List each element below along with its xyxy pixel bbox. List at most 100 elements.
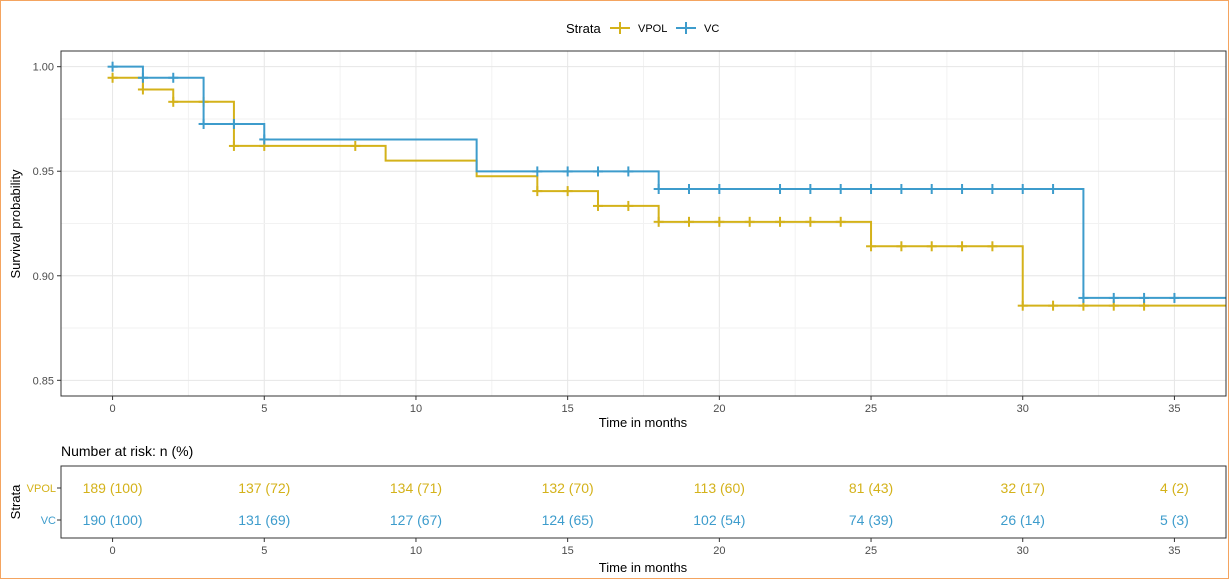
risk-row-label-vc: VC (41, 515, 56, 527)
censor-mark-vc (835, 184, 846, 194)
censor-mark-vpol (714, 216, 725, 227)
risk-table-panel (60, 465, 1227, 539)
risk-table-content: VPOL 189 (100) 137 (72) 134 (71) 132 (70) 113… (27, 480, 1189, 557)
risk-x-tick-label: 0 (110, 545, 116, 557)
censor-mark-vpol (896, 241, 907, 252)
y-tick-label: 0.90 (33, 271, 54, 283)
x-tick-label: 10 (410, 403, 422, 415)
x-tick-label: 5 (261, 403, 267, 415)
risk-cell: 124 (65) (542, 512, 594, 528)
censor-mark-vpol (623, 200, 634, 211)
censor-mark-vpol (107, 72, 118, 83)
km-curve-vc (112, 65, 1226, 299)
risk-cell: 26 (14) (1001, 512, 1045, 528)
censor-mark-vpol (835, 216, 846, 227)
risk-cell: 81 (43) (849, 480, 893, 496)
censor-mark-vpol (957, 241, 968, 252)
censor-mark-vpol (1017, 300, 1028, 311)
x-tick-label: 30 (1017, 403, 1029, 415)
legend-key-vc (676, 22, 696, 34)
censor-mark-vpol (562, 186, 573, 197)
risk-table-y-label: Strata (8, 484, 23, 519)
legend-title: Strata (566, 21, 601, 36)
legend: Strata VPOL VC (566, 21, 719, 36)
censor-mark-vpol (168, 96, 179, 107)
plot-grid (61, 51, 1226, 396)
censor-mark-vpol (775, 216, 786, 227)
censor-mark-vpol (805, 216, 816, 227)
x-tick-label: 35 (1168, 403, 1180, 415)
km-curve-vpol (112, 76, 1226, 307)
censor-mark-vc (866, 184, 877, 194)
risk-cell: 127 (67) (390, 512, 442, 528)
risk-cell: 113 (60) (694, 480, 745, 496)
legend-label-vpol: VPOL (638, 23, 667, 35)
censor-mark-vc (684, 184, 695, 194)
censor-mark-vpol (1048, 300, 1059, 311)
plot-curves (107, 61, 1226, 311)
censor-mark-vc (562, 166, 573, 177)
censor-mark-vc (1108, 292, 1119, 303)
risk-x-tick-label: 35 (1168, 545, 1180, 557)
risk-row-label-vpol: VPOL (27, 483, 56, 495)
censor-mark-vpol (592, 200, 603, 211)
x-tick-label: 20 (713, 403, 725, 415)
censor-mark-vc (198, 118, 209, 129)
censor-mark-vpol (532, 186, 543, 197)
censor-mark-vc (926, 184, 937, 194)
risk-table-x-label: Time in months (599, 560, 688, 575)
censor-mark-vc (1139, 292, 1150, 303)
censor-mark-vc (592, 166, 603, 177)
y-tick-label: 1.00 (33, 62, 54, 74)
censor-mark-vpol (137, 84, 148, 95)
censor-mark-vpol (926, 241, 937, 252)
x-axis-label: Time in months (599, 415, 688, 430)
censor-mark-vc (805, 184, 816, 194)
risk-cell: 32 (17) (1001, 480, 1045, 496)
risk-cell: 190 (100) (83, 512, 143, 528)
censor-mark-vc (168, 72, 179, 83)
x-axis: 0 5 10 15 20 25 30 35 (110, 396, 1181, 415)
risk-table-title: Number at risk: n (%) (61, 443, 193, 459)
censor-mark-vc (1078, 292, 1089, 303)
censor-mark-vpol (866, 241, 877, 252)
risk-cell: 189 (100) (83, 480, 143, 496)
risk-cell: 4 (2) (1160, 480, 1189, 496)
risk-x-tick-label: 30 (1017, 545, 1029, 557)
censor-mark-vc (987, 184, 998, 194)
y-tick-label: 0.85 (33, 375, 54, 387)
censor-mark-vpol (228, 140, 239, 151)
censor-mark-vpol (653, 216, 664, 227)
legend-label-vc: VC (704, 23, 719, 35)
plot-panel-border (60, 50, 1227, 397)
censor-mark-vpol (350, 140, 361, 151)
censor-mark-vc (228, 118, 239, 129)
risk-x-tick-label: 10 (410, 545, 422, 557)
risk-cell: 102 (54) (693, 512, 745, 528)
risk-x-tick-label: 20 (713, 545, 725, 557)
censor-mark-vc (623, 166, 634, 177)
y-axis-label: Survival probability (8, 169, 23, 279)
censor-mark-vc (653, 184, 664, 194)
censor-mark-vc (896, 184, 907, 194)
risk-x-tick-label: 5 (261, 545, 267, 557)
y-tick-label: 0.95 (33, 166, 54, 178)
risk-cell: 134 (71) (390, 480, 442, 496)
censor-mark-vc (714, 184, 725, 194)
censor-mark-vpol (987, 241, 998, 252)
censor-mark-vc (259, 134, 270, 145)
censor-mark-vc (137, 72, 148, 83)
risk-cell: 137 (72) (238, 480, 290, 496)
censor-mark-vc (775, 184, 786, 194)
censor-mark-vc (532, 166, 543, 177)
risk-cell: 131 (69) (238, 512, 290, 528)
censor-mark-vpol (744, 216, 755, 227)
x-tick-label: 15 (562, 403, 574, 415)
risk-x-tick-label: 15 (562, 545, 574, 557)
censor-mark-vpol (684, 216, 695, 227)
censor-mark-vc (107, 61, 118, 72)
risk-cell: 5 (3) (1160, 512, 1189, 528)
y-axis: 0.85 0.90 0.95 1.00 (33, 62, 61, 387)
